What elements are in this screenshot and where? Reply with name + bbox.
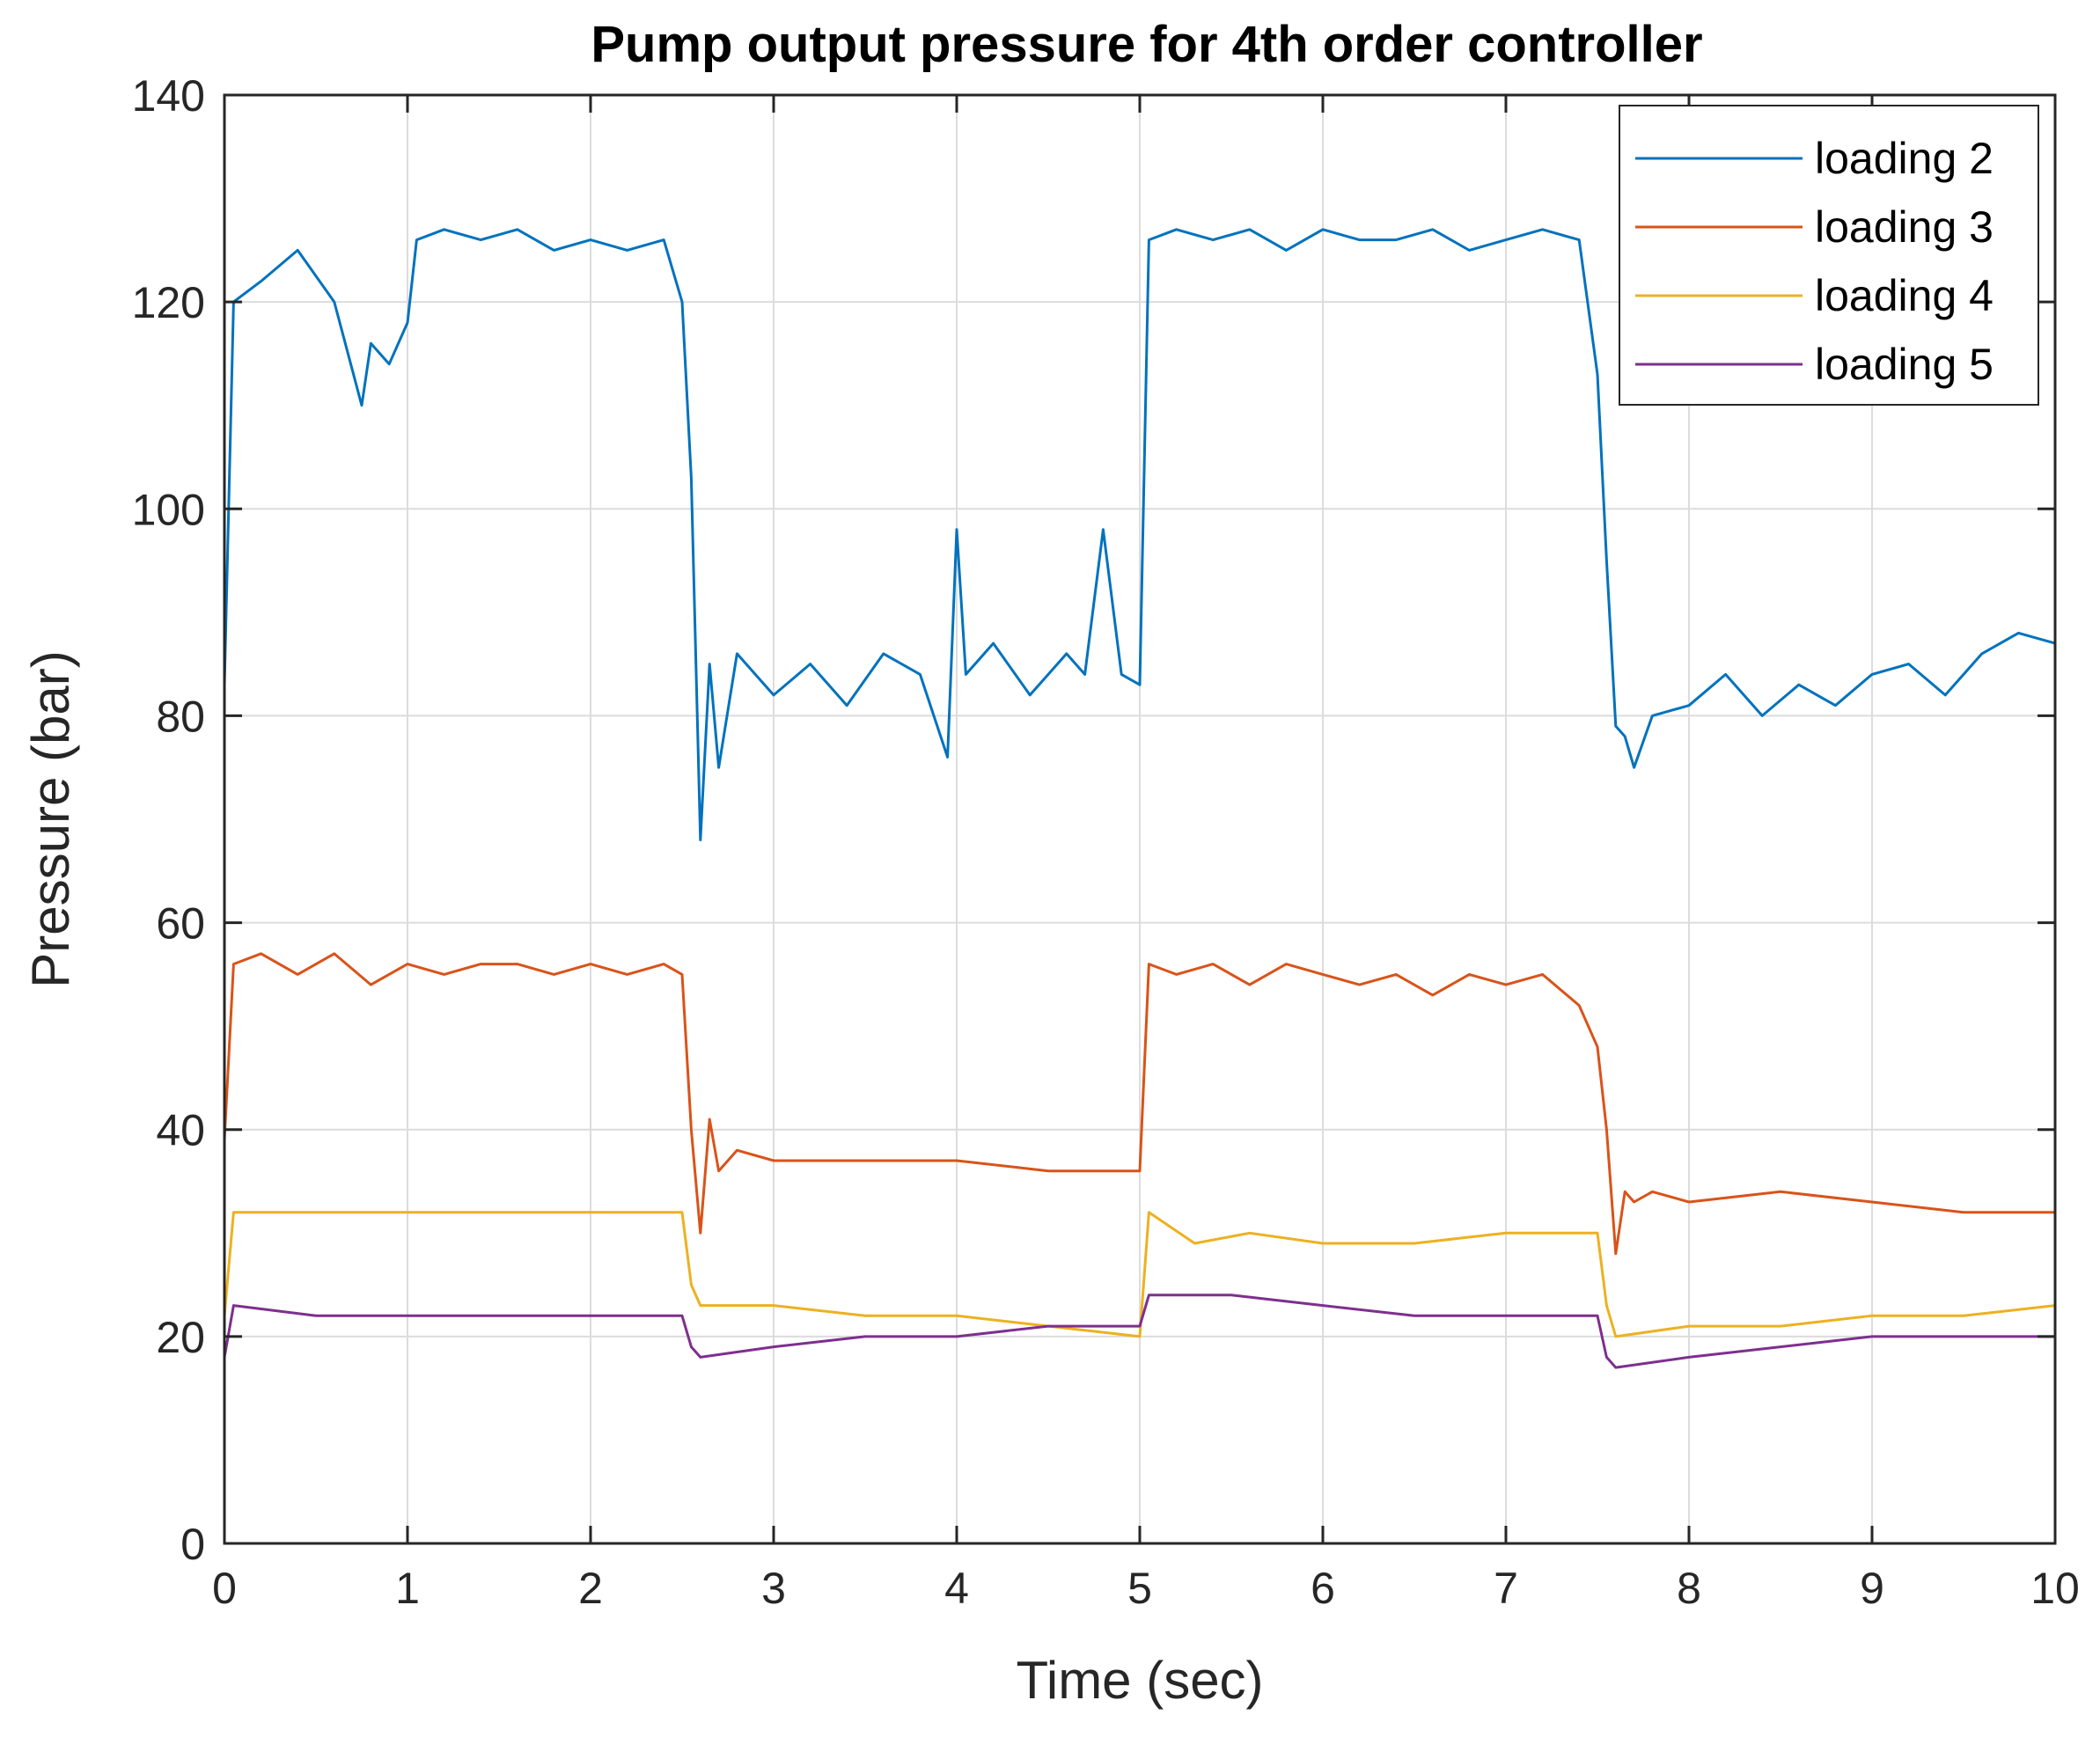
- y-tick-label: 80: [156, 692, 205, 741]
- series-line-loading-2: [223, 228, 2056, 841]
- series-line-loading-3: [223, 952, 2055, 1256]
- legend-box: [1619, 105, 2039, 406]
- legend-label-loading-3: loading 3: [1815, 202, 1994, 252]
- x-tick-label: 5: [1127, 1564, 1152, 1613]
- y-tick-label: 40: [156, 1106, 205, 1155]
- x-tick-label: 0: [212, 1564, 237, 1613]
- y-tick-label: 0: [180, 1520, 205, 1569]
- legend: loading 2 loading 3 loading 4 loading 5: [1619, 105, 2039, 406]
- y-axis-label: Pressure (bar): [21, 650, 80, 987]
- x-tick-label: 2: [578, 1564, 603, 1613]
- x-axis-label: Time (sec): [1016, 1651, 1263, 1710]
- x-tick-label: 8: [1677, 1564, 1701, 1613]
- legend-label-loading-5: loading 5: [1815, 340, 1994, 389]
- y-tick-label: 100: [132, 485, 205, 534]
- series-line-loading-4: [223, 1211, 2056, 1338]
- x-tick-label: 6: [1311, 1564, 1335, 1613]
- x-tick-label: 9: [1860, 1564, 1884, 1613]
- x-tick-label: 3: [761, 1564, 786, 1613]
- y-tick-label: 120: [132, 278, 205, 327]
- y-tick-label: 60: [156, 899, 205, 949]
- y-tick-label: 140: [132, 71, 205, 121]
- x-tick-label: 7: [1494, 1564, 1518, 1613]
- series-line-loading-5: [223, 1294, 2055, 1369]
- chart-title: Pump output pressure for 4th order contr…: [591, 16, 1702, 73]
- legend-label-loading-4: loading 4: [1815, 271, 1994, 320]
- x-tick-label: 10: [2030, 1564, 2080, 1613]
- x-tick-label: 1: [395, 1564, 420, 1613]
- y-tick-label: 20: [156, 1313, 205, 1362]
- x-tick-label: 4: [944, 1564, 969, 1613]
- legend-label-loading-2: loading 2: [1815, 134, 1994, 183]
- series-layer: [223, 228, 2056, 1369]
